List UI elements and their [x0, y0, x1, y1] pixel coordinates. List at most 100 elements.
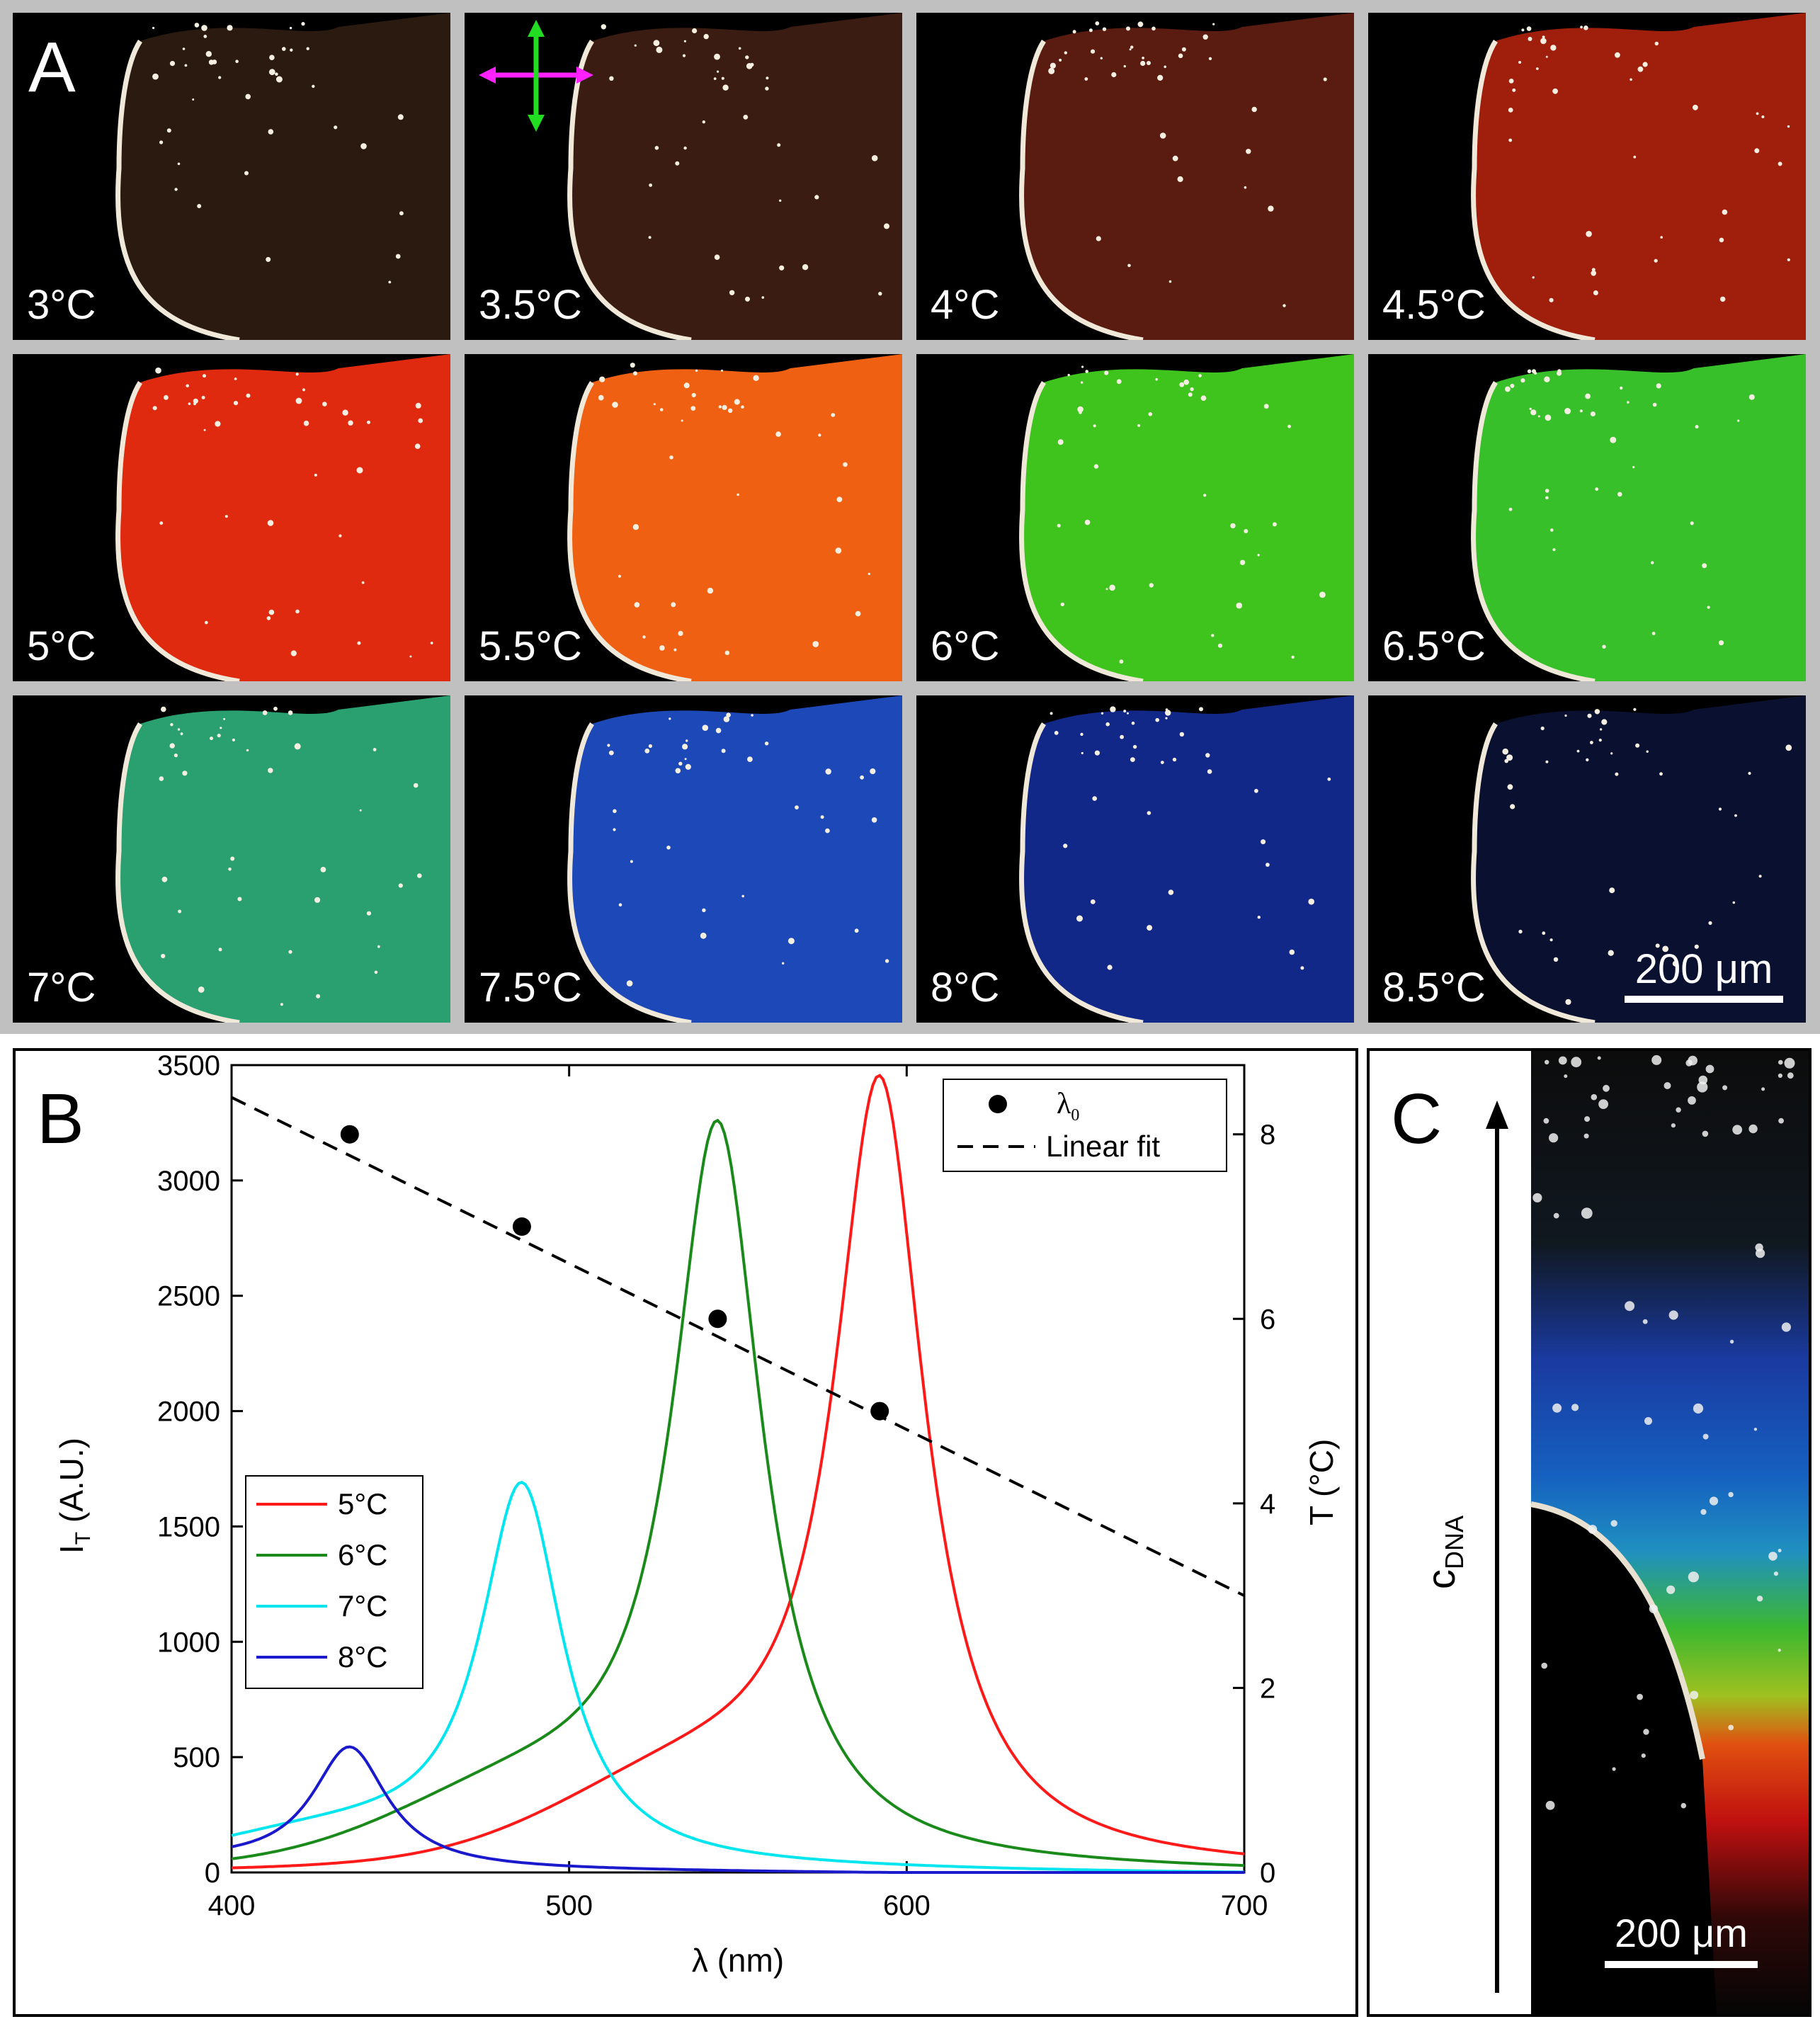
- crystal-speckle: [182, 47, 186, 50]
- crystal-speckle: [1583, 1133, 1589, 1139]
- crystal-speckle: [169, 743, 175, 749]
- crystal-speckle: [870, 768, 876, 775]
- crystal-speckle: [1327, 777, 1331, 781]
- crystal-speckle: [1202, 34, 1208, 40]
- crystal-speckle: [1761, 1087, 1765, 1091]
- crystal-speckle: [1550, 45, 1557, 51]
- crystal-speckle: [1199, 707, 1203, 712]
- crystal-speckle: [1610, 436, 1617, 443]
- crystal-speckle: [724, 650, 730, 655]
- crystal-speckle: [1142, 57, 1144, 59]
- crystal-speckle: [736, 493, 739, 496]
- crystal-speckle: [367, 420, 370, 424]
- crystal-speckle: [779, 265, 785, 271]
- crystal-speckle: [1599, 728, 1603, 731]
- polarizer-arrows-icon: [479, 20, 593, 132]
- crystal-speckle: [288, 950, 292, 954]
- crystal-speckle: [1718, 640, 1724, 646]
- crystal-speckle: [1157, 74, 1164, 81]
- crystal-speckle: [1642, 62, 1648, 67]
- crystal-speckle: [1697, 1081, 1708, 1093]
- crystal-speckle: [802, 264, 809, 271]
- tile-image: [1471, 354, 1806, 681]
- crystal-speckle: [1552, 548, 1556, 552]
- droplet-rim: [1019, 381, 1144, 681]
- crystal-speckle: [1642, 1319, 1648, 1324]
- crystal-speckle: [1722, 1085, 1728, 1091]
- crystal-speckle: [1553, 1212, 1559, 1219]
- crystal-speckle: [1700, 1508, 1707, 1516]
- crystal-speckle: [228, 868, 232, 871]
- crystal-speckle: [1230, 523, 1236, 529]
- crystal-speckle: [1576, 749, 1580, 753]
- crystal-speckle: [1207, 769, 1212, 774]
- crystal-speckle: [1126, 26, 1130, 31]
- crystal-speckle: [1155, 717, 1159, 722]
- crystal-speckle: [871, 817, 877, 823]
- crystal-speckle: [415, 402, 421, 409]
- crystal-speckle: [1287, 424, 1291, 428]
- crystal-speckle: [1654, 258, 1658, 263]
- y-tick-label: 2500: [157, 1281, 220, 1312]
- crystal-speckle: [713, 77, 717, 80]
- droplet-fill: [118, 695, 450, 1023]
- crystal-speckle: [301, 22, 305, 26]
- crystal-speckle: [1778, 161, 1782, 166]
- spectrum-line-5°C: [231, 1074, 1245, 1870]
- crystal-speckle: [188, 402, 191, 405]
- crystal-speckle: [702, 908, 706, 912]
- crystal-speckle: [1530, 409, 1537, 416]
- crystal-speckle: [860, 775, 864, 780]
- crystal-speckle: [1784, 1057, 1795, 1069]
- crystal-speckle: [741, 405, 744, 409]
- cdna-axis-label: cDNA: [1418, 1516, 1469, 1589]
- crystal-speckle: [1263, 404, 1269, 409]
- crystal-speckle: [1076, 915, 1083, 922]
- crystal-speckle: [1787, 258, 1790, 261]
- crystal-speckle: [765, 86, 769, 91]
- y-tick-label: 3000: [157, 1166, 220, 1197]
- crystal-speckle: [1632, 466, 1635, 469]
- crystal-speckle: [1257, 916, 1261, 919]
- crystal-speckle: [1164, 65, 1166, 69]
- crystal-speckle: [734, 399, 740, 405]
- crystal-speckle: [230, 856, 235, 861]
- crystal-speckle: [201, 25, 207, 31]
- droplet-fill: [1473, 13, 1806, 340]
- crystal-speckle: [223, 717, 226, 720]
- crystal-speckle: [1729, 1339, 1734, 1344]
- crystal-speckle: [1707, 606, 1710, 609]
- crystal-speckle: [1549, 297, 1554, 302]
- crystal-speckle: [161, 706, 166, 712]
- crystal-speckle: [413, 783, 419, 788]
- crystal-speckle: [671, 602, 676, 608]
- spectrum-line-6°C: [231, 1118, 1245, 1867]
- crystal-speckle: [612, 402, 618, 408]
- crystal-speckle: [707, 587, 714, 594]
- crystal-speckle: [430, 642, 433, 644]
- crystal-speckle: [290, 48, 293, 52]
- crystal-speckle: [1100, 712, 1104, 715]
- crystal-speckle: [779, 199, 782, 202]
- crystal-speckle: [1550, 528, 1554, 532]
- crystal-speckle: [1545, 496, 1549, 500]
- crystal-speckle: [348, 420, 353, 426]
- crystal-speckle: [1553, 957, 1559, 962]
- crystal-speckle: [1543, 1118, 1549, 1124]
- crystal-speckle: [1172, 757, 1177, 762]
- crystal-speckle: [1088, 28, 1093, 33]
- crystal-speckle: [825, 768, 831, 775]
- crystal-speckle: [1208, 57, 1212, 60]
- tile-image: [479, 13, 902, 340]
- crystal-speckle: [761, 296, 765, 299]
- crystal-speckle: [692, 28, 698, 34]
- crystal-speckle: [414, 443, 421, 449]
- crystal-speckle: [598, 394, 604, 401]
- crystal-speckle: [1688, 1096, 1696, 1105]
- crystal-speckle: [1091, 49, 1096, 54]
- crystal-speckle: [227, 25, 233, 31]
- crystal-speckle: [1660, 236, 1663, 239]
- crystal-speckle: [246, 393, 251, 398]
- crystal-speckle: [686, 739, 688, 742]
- crystal-speckle: [618, 903, 622, 906]
